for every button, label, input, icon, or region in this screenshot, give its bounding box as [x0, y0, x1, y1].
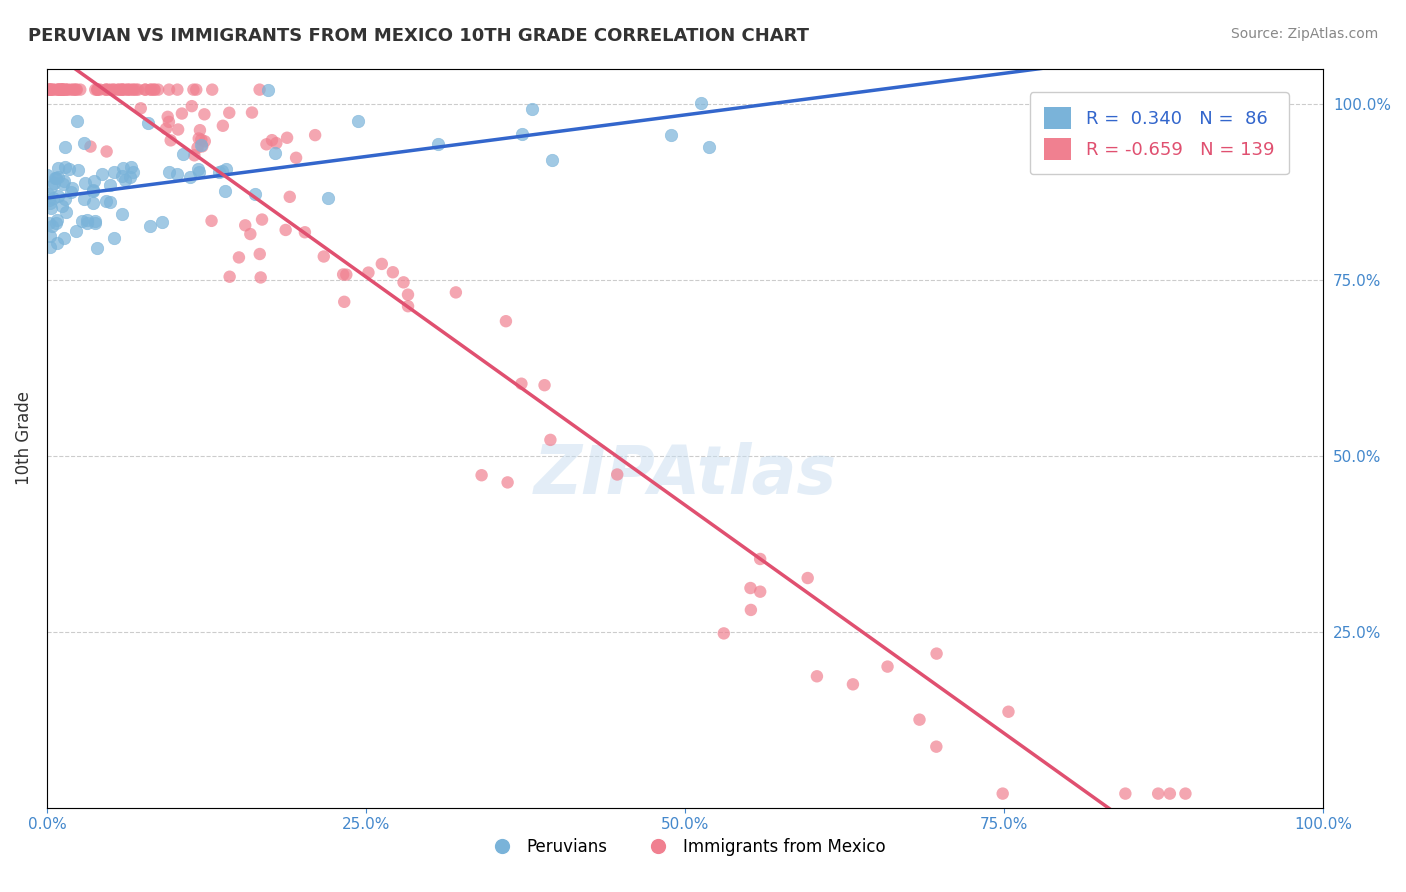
Immigrants from Mexico	[606, 467, 628, 482]
Text: Source: ZipAtlas.com: Source: ZipAtlas.com	[1230, 27, 1378, 41]
Peruvians	[214, 184, 236, 198]
Immigrants from Mexico	[86, 82, 108, 96]
Immigrants from Mexico	[117, 82, 139, 96]
Immigrants from Mexico	[52, 82, 75, 96]
Immigrants from Mexico	[1174, 787, 1197, 801]
Immigrants from Mexico	[444, 285, 467, 300]
Immigrants from Mexico	[111, 82, 134, 96]
Peruvians	[55, 139, 77, 153]
Immigrants from Mexico	[55, 82, 77, 96]
Immigrants from Mexico	[188, 123, 211, 137]
Immigrants from Mexico	[218, 269, 240, 284]
Immigrants from Mexico	[333, 294, 356, 309]
Immigrants from Mexico	[143, 82, 166, 96]
Immigrants from Mexico	[212, 119, 235, 133]
Immigrants from Mexico	[121, 82, 143, 96]
Immigrants from Mexico	[925, 647, 948, 661]
Immigrants from Mexico	[278, 190, 301, 204]
Peruvians	[39, 239, 62, 253]
Immigrants from Mexico	[740, 603, 762, 617]
Peruvians	[59, 185, 82, 199]
Peruvians	[66, 163, 89, 178]
Immigrants from Mexico	[134, 82, 156, 96]
Peruvians	[46, 235, 69, 250]
Immigrants from Mexico	[56, 82, 79, 96]
Immigrants from Mexico	[84, 82, 107, 96]
Peruvians	[51, 199, 73, 213]
Immigrants from Mexico	[55, 82, 77, 96]
Immigrants from Mexico	[1114, 787, 1136, 801]
Legend: R =  0.340   N =  86, R = -0.659   N = 139: R = 0.340 N = 86, R = -0.659 N = 139	[1029, 93, 1289, 174]
Immigrants from Mexico	[39, 82, 62, 96]
Peruvians	[112, 161, 135, 175]
Peruvians	[520, 102, 543, 116]
Peruvians	[138, 219, 160, 233]
Immigrants from Mexico	[157, 82, 180, 96]
Immigrants from Mexico	[94, 82, 117, 96]
Immigrants from Mexico	[510, 376, 533, 391]
Peruvians	[659, 128, 682, 142]
Immigrants from Mexico	[117, 82, 139, 96]
Peruvians	[73, 192, 96, 206]
Immigrants from Mexico	[713, 626, 735, 640]
Immigrants from Mexico	[79, 139, 101, 153]
Immigrants from Mexico	[796, 571, 818, 585]
Immigrants from Mexico	[97, 82, 120, 96]
Immigrants from Mexico	[127, 82, 149, 96]
Immigrants from Mexico	[63, 82, 86, 96]
Immigrants from Mexico	[46, 82, 69, 96]
Peruvians	[512, 127, 534, 141]
Peruvians	[39, 229, 62, 244]
Immigrants from Mexico	[46, 82, 69, 96]
Peruvians	[39, 179, 62, 194]
Peruvians	[60, 181, 83, 195]
Peruvians	[138, 116, 160, 130]
Peruvians	[208, 164, 231, 178]
Immigrants from Mexico	[129, 101, 152, 115]
Peruvians	[52, 231, 75, 245]
Immigrants from Mexico	[925, 739, 948, 754]
Peruvians	[159, 165, 181, 179]
Peruvians	[55, 205, 77, 219]
Immigrants from Mexico	[52, 82, 75, 96]
Peruvians	[45, 216, 67, 230]
Peruvians	[37, 168, 59, 182]
Peruvians	[257, 82, 280, 96]
Peruvians	[55, 192, 77, 206]
Peruvians	[426, 136, 449, 151]
Immigrants from Mexico	[538, 433, 561, 447]
Immigrants from Mexico	[111, 82, 134, 96]
Immigrants from Mexico	[167, 122, 190, 136]
Immigrants from Mexico	[39, 82, 62, 96]
Peruvians	[53, 174, 76, 188]
Text: ZIPAtlas: ZIPAtlas	[533, 442, 837, 508]
Peruvians	[187, 161, 209, 176]
Immigrants from Mexico	[312, 250, 335, 264]
Immigrants from Mexico	[256, 137, 278, 152]
Immigrants from Mexico	[157, 115, 180, 129]
Immigrants from Mexico	[201, 82, 224, 96]
Immigrants from Mexico	[190, 133, 212, 147]
Immigrants from Mexico	[186, 141, 208, 155]
Peruvians	[83, 183, 105, 197]
Immigrants from Mexico	[38, 82, 60, 96]
Immigrants from Mexico	[107, 82, 129, 96]
Peruvians	[111, 207, 134, 221]
Immigrants from Mexico	[166, 82, 188, 96]
Immigrants from Mexico	[396, 287, 419, 301]
Immigrants from Mexico	[842, 677, 865, 691]
Peruvians	[70, 214, 93, 228]
Immigrants from Mexico	[111, 82, 134, 96]
Peruvians	[150, 215, 173, 229]
Immigrants from Mexico	[96, 145, 118, 159]
Immigrants from Mexico	[749, 584, 772, 599]
Peruvians	[76, 213, 98, 227]
Immigrants from Mexico	[381, 265, 404, 279]
Immigrants from Mexico	[239, 227, 262, 241]
Peruvians	[39, 201, 62, 215]
Peruvians	[215, 161, 238, 176]
Immigrants from Mexico	[42, 82, 65, 96]
Immigrants from Mexico	[120, 82, 142, 96]
Immigrants from Mexico	[249, 82, 271, 96]
